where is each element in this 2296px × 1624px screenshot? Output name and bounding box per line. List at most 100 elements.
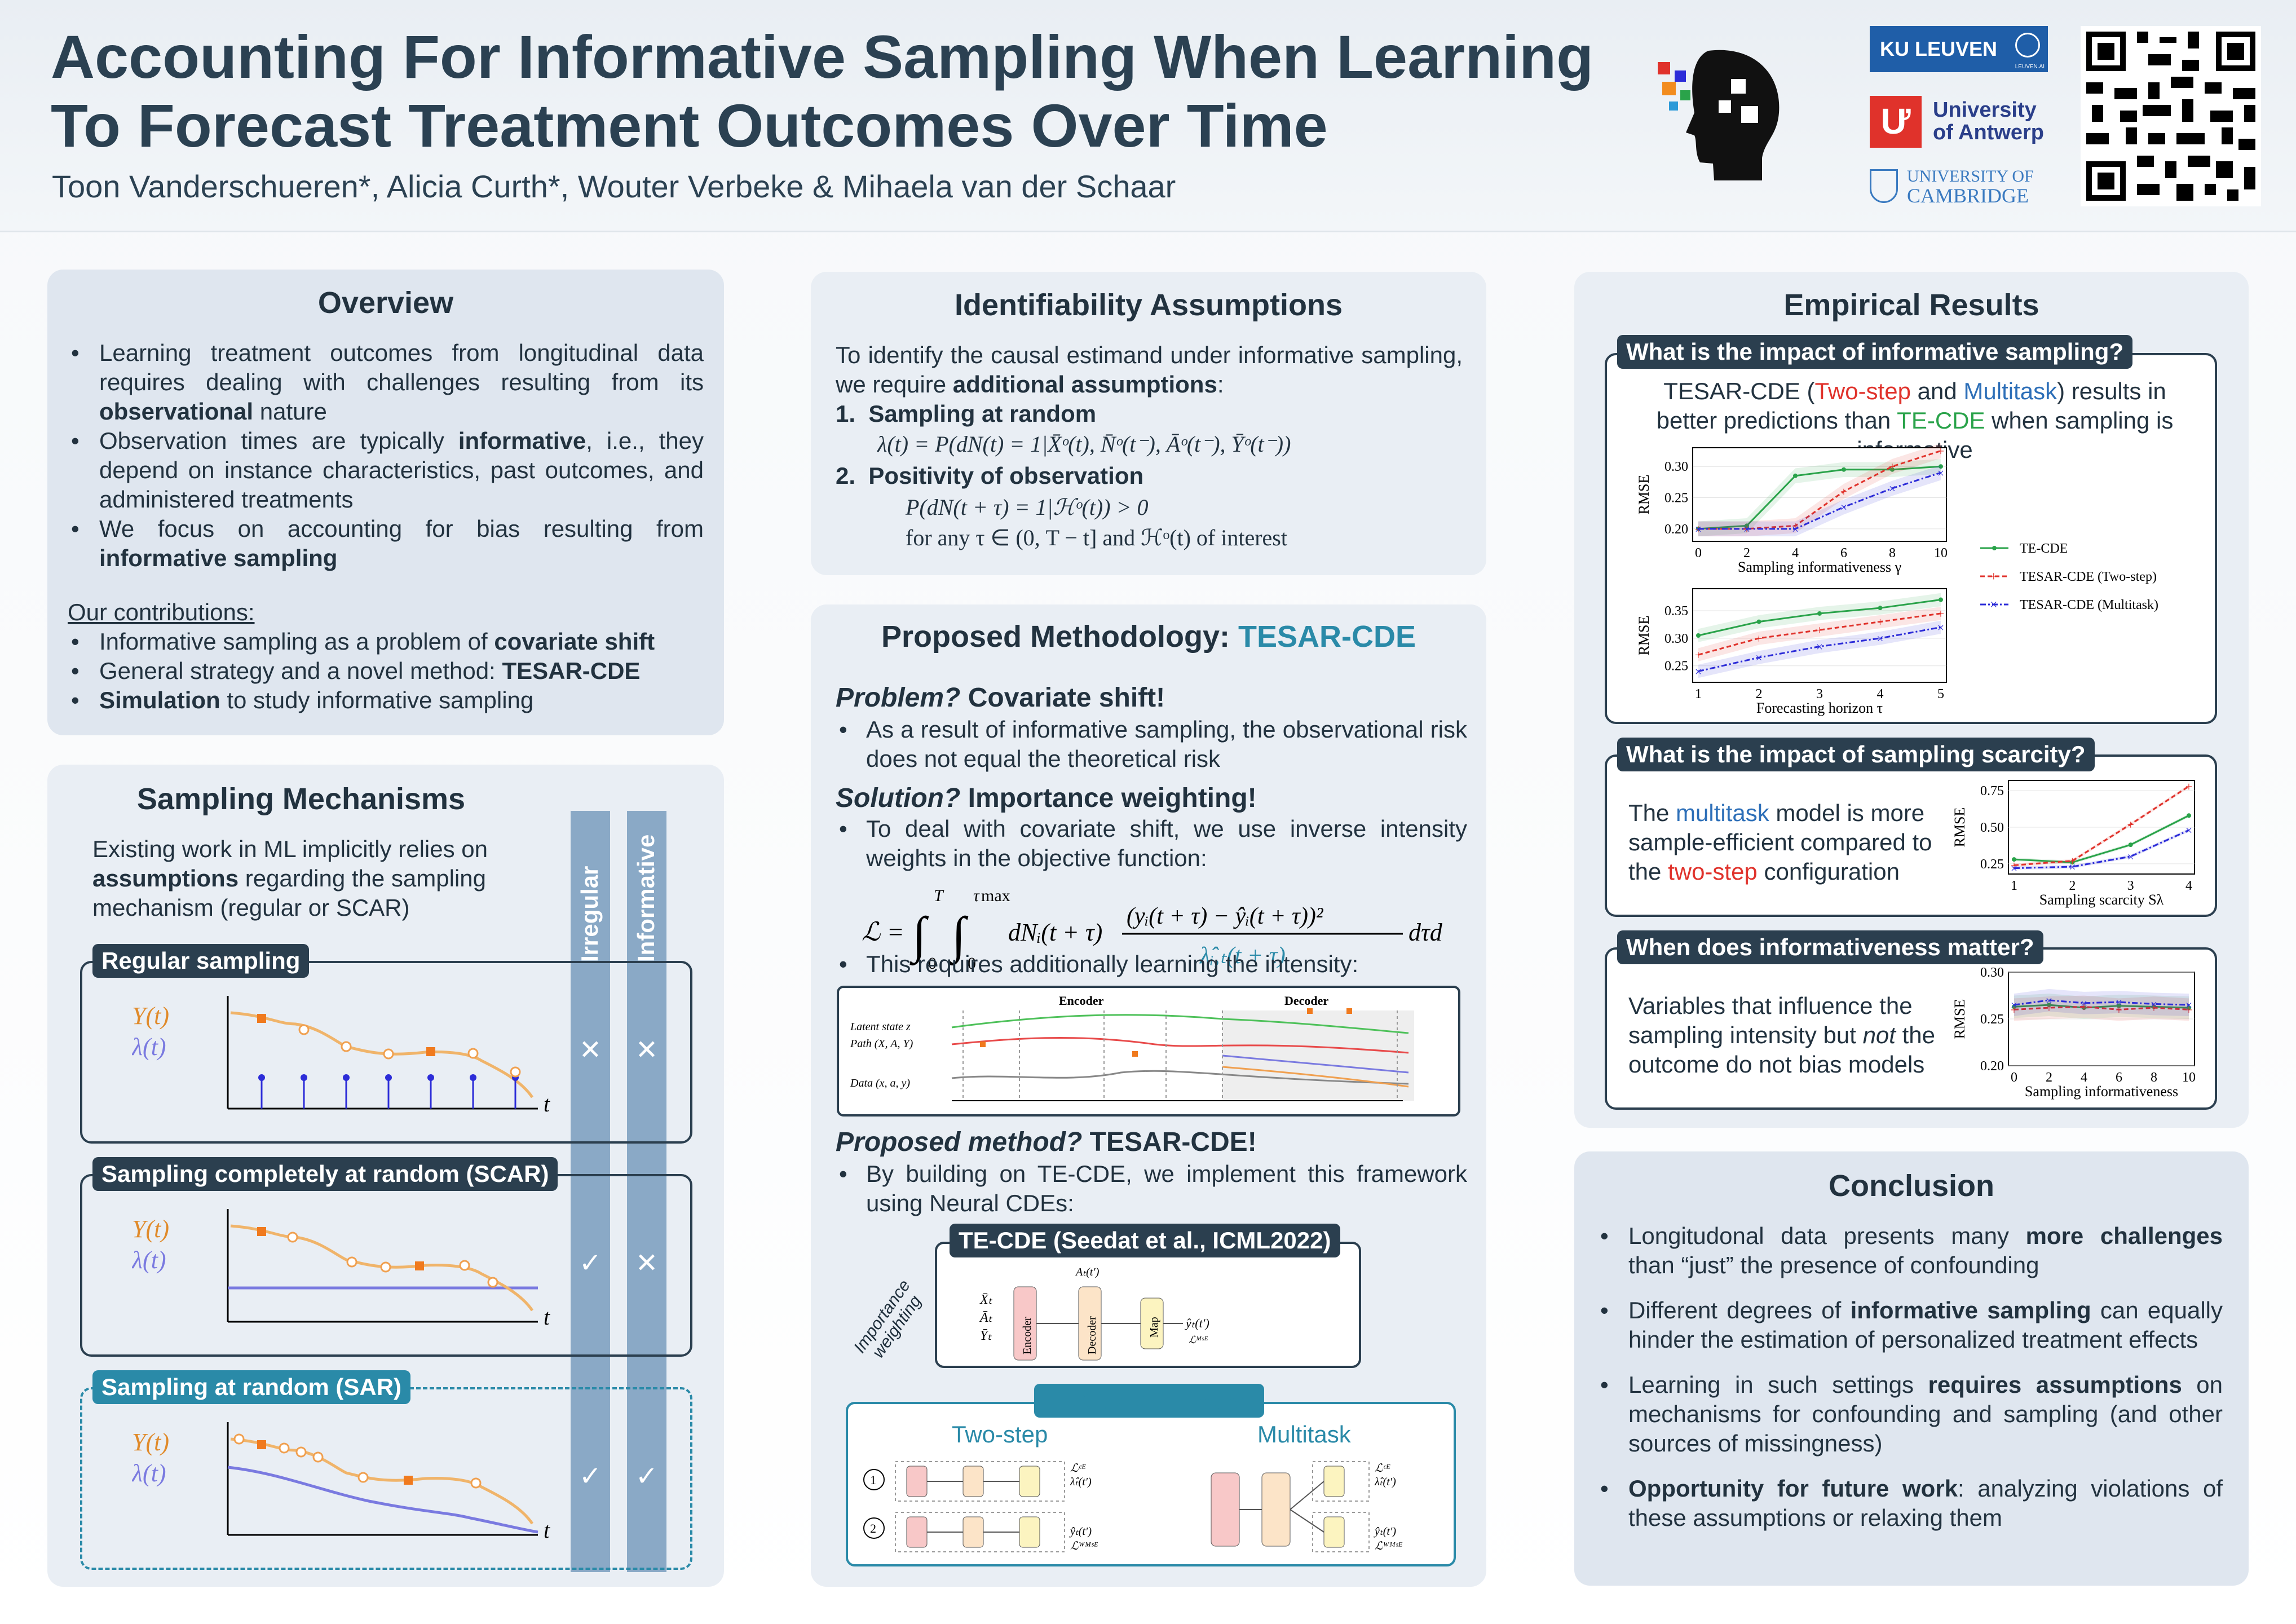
y-tick-label: 0.30: [1664, 460, 1688, 474]
y-axis-label: RMSE: [1951, 999, 1968, 1039]
data-point: ×: [1695, 522, 1702, 536]
svg-text:X̄ₜ: X̄ₜ: [979, 1292, 993, 1307]
data-point: +: [2011, 1003, 2017, 1017]
contribution-2: General strategy and a novel method: TES…: [68, 656, 704, 686]
svg-text:max: max: [981, 886, 1010, 905]
problem-bullet: As a result of informative sampling, the…: [836, 715, 1467, 774]
x-tick-label: 8: [1889, 546, 1896, 561]
svg-text:1: 1: [870, 1473, 876, 1487]
data-point: ×: [1792, 522, 1799, 536]
assumption-2-formula: P(dN(t + τ) = 1|ℋᵒ(t)) > 0: [906, 495, 1149, 520]
data-point: +: [1937, 607, 1944, 621]
svg-text:λ̂ₜ(t′): λ̂ₜ(t′): [1374, 1476, 1396, 1488]
x-tick-label: 2: [1743, 546, 1750, 561]
q2-description: The multitask model is more sample-effic…: [1628, 800, 1932, 885]
title-line-1: Accounting For Informative Sampling When…: [51, 23, 1594, 91]
conclusion-bullet-2: Different degrees of informative samplin…: [1597, 1296, 2223, 1354]
scarcity-chart: 0.25 0.50 0.75 1 2 3 4 Sampling scarcity Sλ RMSE…: [1951, 779, 2195, 908]
y-tick-label: 0.30: [1664, 632, 1688, 646]
assumption-2: 2. Positivity of observation: [836, 462, 1144, 489]
series-line: [2014, 999, 2189, 1006]
data-point: +: [1876, 615, 1883, 629]
svg-text:Y(t): Y(t): [132, 1215, 169, 1243]
qr-code-icon: [2081, 26, 2261, 206]
title-line-2: To Forecast Treatment Outcomes Over Time: [51, 91, 1328, 160]
svg-text:λ(t): λ(t): [132, 1246, 166, 1274]
svg-text:(yᵢ(t + τ) − ŷᵢ(t + τ))²: (yᵢ(t + τ) − ŷᵢ(t + τ))²: [1127, 903, 1324, 929]
svg-text:Encoder: Encoder: [1021, 1317, 1034, 1354]
data-point: ×: [1755, 651, 1762, 665]
x-tick-label: 2: [1756, 687, 1763, 701]
q3-description: Variables that influence the sampling in…: [1628, 992, 1936, 1078]
series-line: [1698, 626, 1941, 672]
two-step-label: Two-step: [952, 1421, 1048, 1448]
series-band: [1698, 593, 1941, 642]
overview-body: Learning treatment outcomes from longitu…: [68, 338, 704, 715]
q3-tag: When does informativeness matter?: [1617, 930, 2043, 964]
tesar-tag: TESAR-CDE (ours): [1034, 1384, 1264, 1418]
svg-text:T: T: [934, 886, 944, 905]
series-line: [2014, 829, 2189, 870]
poster-title: Accounting For Informative Sampling When…: [51, 23, 1658, 160]
svg-text:ℒᵂᴹˢᴱ: ℒᵂᴹˢᴱ: [1070, 1540, 1098, 1552]
overview-bullet-2: Observation times are typically informat…: [68, 426, 704, 514]
series-band: [1698, 607, 1941, 661]
data-point: [1939, 597, 1943, 602]
svg-text:ŷₜ(t′): ŷₜ(t′): [1185, 1316, 1209, 1330]
data-point: +: [2069, 854, 2076, 868]
methodology-panel: Proposed Methodology: TESAR-CDE Problem?…: [811, 604, 1486, 1587]
svg-text:t: t: [544, 1304, 550, 1330]
data-point: ×: [2151, 997, 2157, 1011]
x-tick-label: 6: [1840, 546, 1847, 561]
data-point: [1878, 606, 1883, 611]
x-tick-label: 10: [2182, 1070, 2196, 1085]
proposed-method-heading: Proposed method? TESAR-CDE!: [836, 1127, 1257, 1157]
conclusion-bullet-1: Longitudonal data presents many more cha…: [1597, 1221, 2223, 1280]
overview-title: Overview: [317, 286, 454, 320]
svg-text:ŷₜ(t′): ŷₜ(t′): [1374, 1525, 1396, 1538]
data-point: [1939, 464, 1943, 469]
regular-irregular-mark: ✕: [579, 1035, 602, 1065]
svg-text:Ȳₜ: Ȳₜ: [980, 1329, 992, 1343]
series-band: [1698, 443, 1941, 537]
x-tick-label: 8: [2151, 1070, 2157, 1085]
methodology-title: Proposed Methodology: TESAR-CDE: [881, 620, 1416, 654]
svg-text:Map: Map: [1148, 1317, 1160, 1338]
data-point: ×: [2185, 998, 2192, 1012]
legend-twostep: TESAR-CDE (Two-step): [2020, 570, 2157, 584]
encoder-decoder-plot: Encoder Decoder Latent state z Path (X, …: [850, 994, 1414, 1101]
svg-text:Aₜ(t′): Aₜ(t′): [1075, 1266, 1100, 1278]
x-tick-label: 0: [1695, 546, 1702, 561]
series-line: [1698, 471, 1941, 530]
data-point: [1696, 633, 1701, 638]
x-axis-label: Sampling informativeness γ: [1738, 559, 1901, 575]
informativeness-matter-chart: 0.20 0.25 0.30 0 2 4 6 8 10 Sampling informativen…: [1951, 965, 2196, 1100]
data-point: ×: [1695, 664, 1702, 678]
series-band: [1698, 620, 1941, 678]
y-tick-label: 0.30: [1980, 965, 2004, 980]
informativeness-chart: 0.20 0.25 0.30 0 2 4 6 8 10 Sampling informativen…: [1636, 443, 1948, 575]
data-point: +: [2127, 818, 2134, 832]
x-tick-label: 0: [2011, 1070, 2017, 1085]
y-tick-label: 0.25: [1664, 659, 1688, 674]
lab-logo-icon: [1658, 50, 1780, 180]
scar-sampling-plot: Y(t) λ(t) t: [132, 1209, 550, 1330]
data-point: +: [1889, 460, 1896, 474]
contribution-3: Simulation to study informative sampling: [68, 686, 704, 715]
y-tick-label: 0.20: [1664, 522, 1688, 537]
svg-text:Encoder: Encoder: [1059, 994, 1104, 1008]
series-band: [2014, 995, 2189, 1021]
y-tick-label: 0.35: [1664, 604, 1688, 619]
informative-column: [627, 811, 666, 1572]
svg-text:ŷₜ(t′): ŷₜ(t′): [1069, 1525, 1092, 1538]
data-point: +: [1816, 623, 1823, 637]
solution-heading: Solution? Importance weighting!: [836, 783, 1257, 813]
x-tick-label: 3: [1816, 687, 1823, 701]
data-point: ×: [2081, 996, 2087, 1010]
svg-text:Decoder: Decoder: [1086, 1316, 1098, 1354]
regular-sampling-tag: Regular sampling: [92, 944, 310, 978]
svg-text:Latent state z: Latent state z: [850, 1021, 911, 1033]
conclusion-panel: Conclusion Longitudonal data presents ma…: [1574, 1151, 2249, 1586]
regular-sampling-box: [80, 961, 692, 1144]
x-tick-label: 1: [2011, 879, 2017, 893]
